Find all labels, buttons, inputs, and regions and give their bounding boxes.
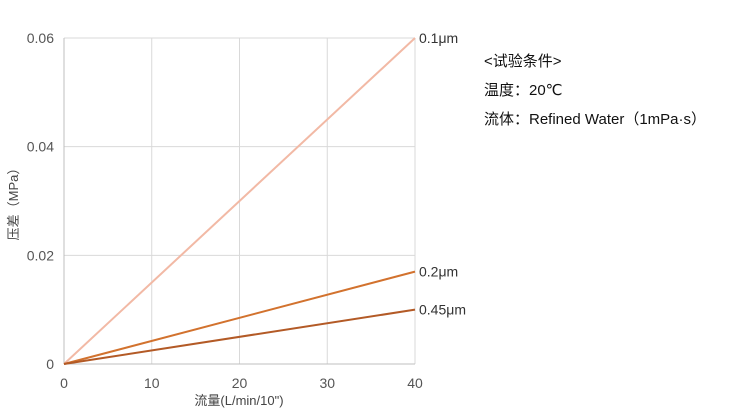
series-line: [63, 308, 416, 365]
y-tick-label: 0.02: [27, 247, 54, 263]
series-line: [63, 270, 416, 365]
y-tick-label: 0.06: [27, 30, 54, 46]
series-label: 0.1μm: [419, 30, 458, 46]
series-labels: 0.1μm 0.2μm 0.45μm: [419, 30, 466, 318]
grid-lines: [64, 37, 416, 364]
series-line: [63, 37, 416, 365]
fluid-condition: 流体：Refined Water（1mPa·s）: [484, 111, 706, 128]
series-label: 0.2μm: [419, 264, 458, 280]
y-tick-label: 0.04: [27, 139, 54, 155]
test-conditions-heading: <试验条件>: [484, 53, 562, 70]
x-tick-label: 20: [232, 375, 248, 391]
y-tick-label: 0: [46, 356, 54, 372]
axes: [63, 38, 415, 365]
x-axis-label: 流量(L/min/10"): [194, 393, 283, 408]
test-conditions: <试验条件> 温度：20℃ 流体：Refined Water（1mPa·s）: [484, 47, 706, 134]
x-tick-label: 10: [144, 375, 160, 391]
y-axis-label: 压差（MPa）: [6, 162, 21, 241]
series-label: 0.45μm: [419, 302, 466, 318]
tick-labels: 0 10 20 30 40 0 0.02 0.04 0.06: [27, 30, 423, 391]
x-tick-label: 0: [60, 375, 68, 391]
x-tick-label: 30: [319, 375, 335, 391]
temperature-condition: 温度：20℃: [484, 82, 563, 99]
x-tick-label: 40: [407, 375, 423, 391]
series-lines: [63, 37, 416, 365]
